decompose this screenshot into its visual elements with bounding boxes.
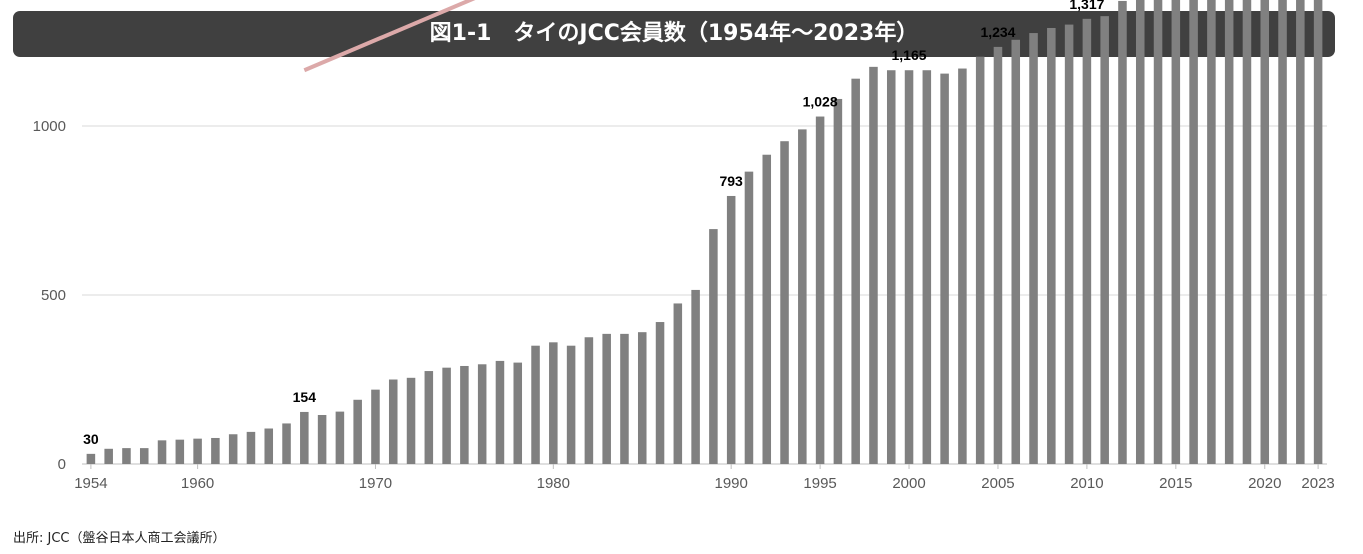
bar [317, 414, 327, 464]
source-note: 出所: JCC（盤谷日本人商工会議所） [13, 531, 226, 546]
bar [282, 423, 291, 464]
chart-title: 図1-1 タイのJCC会員数（1954年～2023年） [429, 21, 919, 46]
bar [691, 289, 700, 464]
bar [975, 56, 985, 465]
bar [424, 371, 434, 464]
bar [851, 78, 860, 465]
bar [922, 70, 932, 464]
bar [139, 448, 149, 464]
y-tick-label: 1000 [33, 118, 66, 135]
bar [993, 46, 1003, 465]
x-tick-label: 2015 [1159, 475, 1192, 492]
y-tick-label: 500 [41, 287, 66, 304]
bar [673, 303, 683, 464]
bar [406, 377, 416, 464]
x-tick-label: 2020 [1248, 475, 1281, 492]
bar [602, 333, 611, 464]
chart-title-bar: 図1-1 タイのJCC会員数（1954年～2023年） [13, 11, 1335, 57]
bar [1100, 16, 1109, 465]
bar [335, 411, 345, 464]
bar [1224, 0, 1234, 464]
bar [264, 428, 274, 464]
bar [495, 360, 505, 464]
x-tick-label: 2023 [1301, 475, 1334, 492]
bar [1207, 0, 1216, 464]
bar [1278, 0, 1287, 465]
data-label: 1,234 [980, 24, 1015, 40]
bar [1242, 0, 1252, 465]
x-tick-label: 1980 [537, 475, 570, 492]
bar [655, 322, 665, 464]
bar [1189, 0, 1198, 464]
bar [1064, 24, 1074, 464]
bar [1047, 27, 1056, 464]
cagr-arrow [303, 0, 476, 73]
x-tick-label: 2000 [892, 475, 925, 492]
bar [246, 431, 256, 464]
bar [175, 439, 185, 464]
bar [1260, 0, 1270, 464]
bar [193, 438, 202, 464]
data-label: 1,028 [803, 94, 838, 110]
bar [86, 453, 96, 464]
bar [1171, 0, 1181, 464]
bar [549, 342, 558, 464]
bar [869, 66, 878, 464]
data-label: 1,317 [1069, 0, 1104, 12]
bar [1135, 0, 1145, 465]
bar [460, 365, 469, 464]
bar [780, 141, 789, 464]
bar [300, 411, 309, 464]
bar [584, 337, 594, 464]
data-label: 154 [293, 389, 317, 405]
x-tick-label: 2010 [1070, 475, 1103, 492]
y-tick-label: 0 [58, 456, 66, 473]
bar [958, 68, 967, 464]
x-tick-label: 1954 [74, 475, 107, 492]
bar [566, 345, 576, 464]
bar [1082, 18, 1092, 464]
bar [709, 229, 718, 464]
bar [726, 195, 736, 464]
bar [904, 70, 914, 464]
bar [886, 70, 896, 464]
bar [211, 437, 220, 464]
bar [157, 440, 167, 464]
bar [513, 362, 523, 464]
data-label: 30 [83, 431, 99, 447]
bar [228, 434, 238, 464]
bar [477, 364, 487, 464]
bar [353, 399, 362, 464]
bar [1029, 33, 1038, 465]
x-tick-label: 1995 [803, 475, 836, 492]
bar [104, 448, 113, 464]
bar [122, 448, 131, 464]
bar [388, 379, 398, 464]
data-label: 1,165 [892, 47, 927, 63]
bar [833, 98, 843, 465]
bar [1296, 0, 1305, 465]
bar [1011, 39, 1021, 465]
x-tick-label: 1990 [714, 475, 747, 492]
bar [815, 116, 825, 464]
x-tick-label: 1970 [359, 475, 392, 492]
data-label: 793 [719, 173, 743, 189]
bar [762, 154, 772, 465]
bar [620, 333, 629, 464]
bar [1313, 0, 1323, 465]
bar [940, 73, 949, 465]
bar [531, 345, 540, 464]
bar [798, 129, 807, 464]
bar [744, 171, 754, 464]
bar [637, 332, 647, 464]
bar [371, 389, 380, 464]
bar [1153, 0, 1163, 465]
x-tick-label: 2005 [981, 475, 1014, 492]
bar [442, 367, 451, 464]
x-tick-label: 1960 [181, 475, 214, 492]
bar [1118, 0, 1127, 464]
